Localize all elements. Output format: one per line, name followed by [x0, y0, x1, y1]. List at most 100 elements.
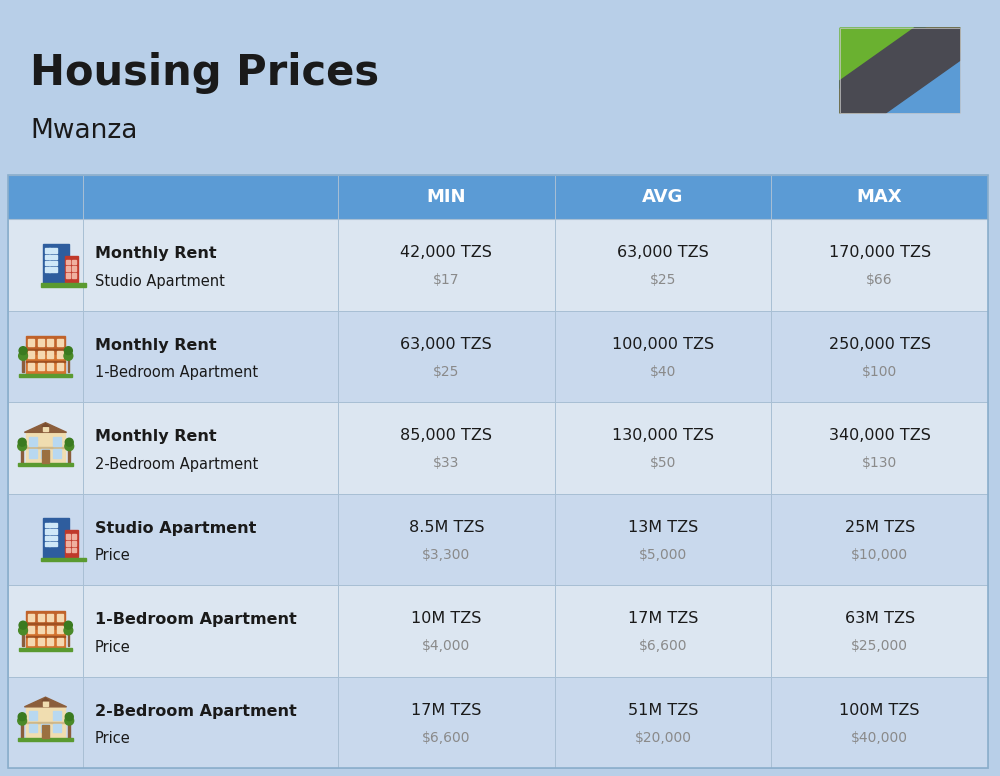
Polygon shape	[840, 28, 960, 113]
Bar	[53, 437, 61, 445]
Bar	[66, 548, 70, 553]
Polygon shape	[24, 697, 67, 707]
Bar	[45, 542, 50, 546]
Text: $40: $40	[650, 365, 676, 379]
Text: $25,000: $25,000	[851, 639, 908, 653]
Bar	[45, 255, 50, 259]
Text: $5,000: $5,000	[639, 548, 687, 562]
Polygon shape	[42, 424, 49, 426]
Text: AVG: AVG	[642, 188, 684, 206]
Text: 1-Bedroom Apartment: 1-Bedroom Apartment	[95, 365, 258, 380]
Bar	[26, 337, 65, 355]
Text: $40,000: $40,000	[851, 731, 908, 745]
Circle shape	[65, 438, 73, 446]
Bar	[18, 463, 73, 466]
Text: 100,000 TZS: 100,000 TZS	[612, 337, 714, 352]
Bar	[47, 638, 53, 645]
Text: 2-Bedroom Apartment: 2-Bedroom Apartment	[95, 704, 297, 719]
Text: $3,300: $3,300	[422, 548, 470, 562]
Bar	[41, 558, 86, 561]
Bar	[57, 363, 63, 370]
Text: Price: Price	[95, 548, 131, 563]
Bar	[72, 266, 76, 271]
Bar	[65, 530, 78, 557]
Bar	[43, 701, 48, 706]
Bar	[57, 339, 63, 346]
Bar	[8, 585, 988, 677]
Text: $10,000: $10,000	[851, 548, 908, 562]
Bar	[68, 449, 70, 463]
Text: 100M TZS: 100M TZS	[839, 703, 920, 718]
Text: 63,000 TZS: 63,000 TZS	[400, 337, 492, 352]
Circle shape	[19, 622, 27, 629]
Circle shape	[65, 716, 74, 725]
Circle shape	[19, 352, 27, 360]
Circle shape	[18, 438, 26, 446]
Text: $66: $66	[866, 273, 893, 287]
Bar	[66, 266, 70, 271]
Bar	[840, 28, 960, 113]
Text: 42,000 TZS: 42,000 TZS	[400, 245, 492, 261]
Text: Price: Price	[95, 731, 131, 747]
Text: 250,000 TZS: 250,000 TZS	[829, 337, 931, 352]
Bar	[8, 402, 988, 494]
Bar	[49, 248, 53, 253]
Bar	[28, 339, 34, 346]
Bar	[57, 638, 63, 645]
Bar	[66, 534, 70, 539]
Text: 63M TZS: 63M TZS	[845, 611, 915, 626]
Text: Price: Price	[95, 639, 131, 655]
Bar	[29, 437, 37, 445]
Bar	[41, 724, 49, 733]
Bar	[29, 712, 37, 720]
Bar	[72, 259, 76, 265]
Circle shape	[64, 622, 72, 629]
Bar	[49, 542, 53, 546]
Text: 8.5M TZS: 8.5M TZS	[409, 520, 484, 535]
Bar	[43, 244, 69, 283]
Circle shape	[64, 352, 73, 360]
Bar	[29, 449, 37, 458]
Circle shape	[64, 626, 73, 635]
Bar	[66, 259, 70, 265]
Text: Studio Apartment: Studio Apartment	[95, 521, 256, 535]
Text: $25: $25	[650, 273, 676, 287]
Bar	[19, 374, 72, 377]
Bar	[43, 518, 69, 558]
Bar	[26, 348, 65, 350]
Bar	[42, 725, 49, 738]
Bar	[53, 542, 57, 546]
Bar	[72, 273, 76, 278]
Circle shape	[19, 626, 27, 635]
Bar	[26, 629, 65, 649]
Polygon shape	[840, 28, 960, 113]
Bar	[38, 614, 44, 621]
Text: Mwanza: Mwanza	[30, 118, 137, 144]
Circle shape	[18, 442, 27, 451]
Bar	[8, 219, 988, 310]
Bar	[53, 535, 57, 540]
Text: $50: $50	[650, 456, 676, 470]
Bar	[28, 363, 34, 370]
Bar	[26, 447, 65, 449]
Bar	[8, 175, 988, 219]
Bar	[45, 268, 50, 272]
Bar	[66, 541, 70, 546]
Bar	[38, 339, 44, 346]
Bar	[72, 541, 76, 546]
Polygon shape	[840, 28, 960, 113]
Bar	[53, 523, 57, 527]
Text: Monthly Rent: Monthly Rent	[95, 246, 217, 262]
Text: 17M TZS: 17M TZS	[628, 611, 698, 626]
Bar	[53, 261, 57, 265]
Text: $6,600: $6,600	[639, 639, 687, 653]
Bar	[38, 638, 44, 645]
Bar	[41, 449, 49, 458]
Text: MIN: MIN	[427, 188, 466, 206]
Polygon shape	[24, 423, 67, 432]
Bar	[68, 359, 69, 372]
Text: 340,000 TZS: 340,000 TZS	[829, 428, 931, 443]
Bar	[21, 724, 23, 738]
Text: 51M TZS: 51M TZS	[628, 703, 698, 718]
Text: 170,000 TZS: 170,000 TZS	[829, 245, 931, 261]
